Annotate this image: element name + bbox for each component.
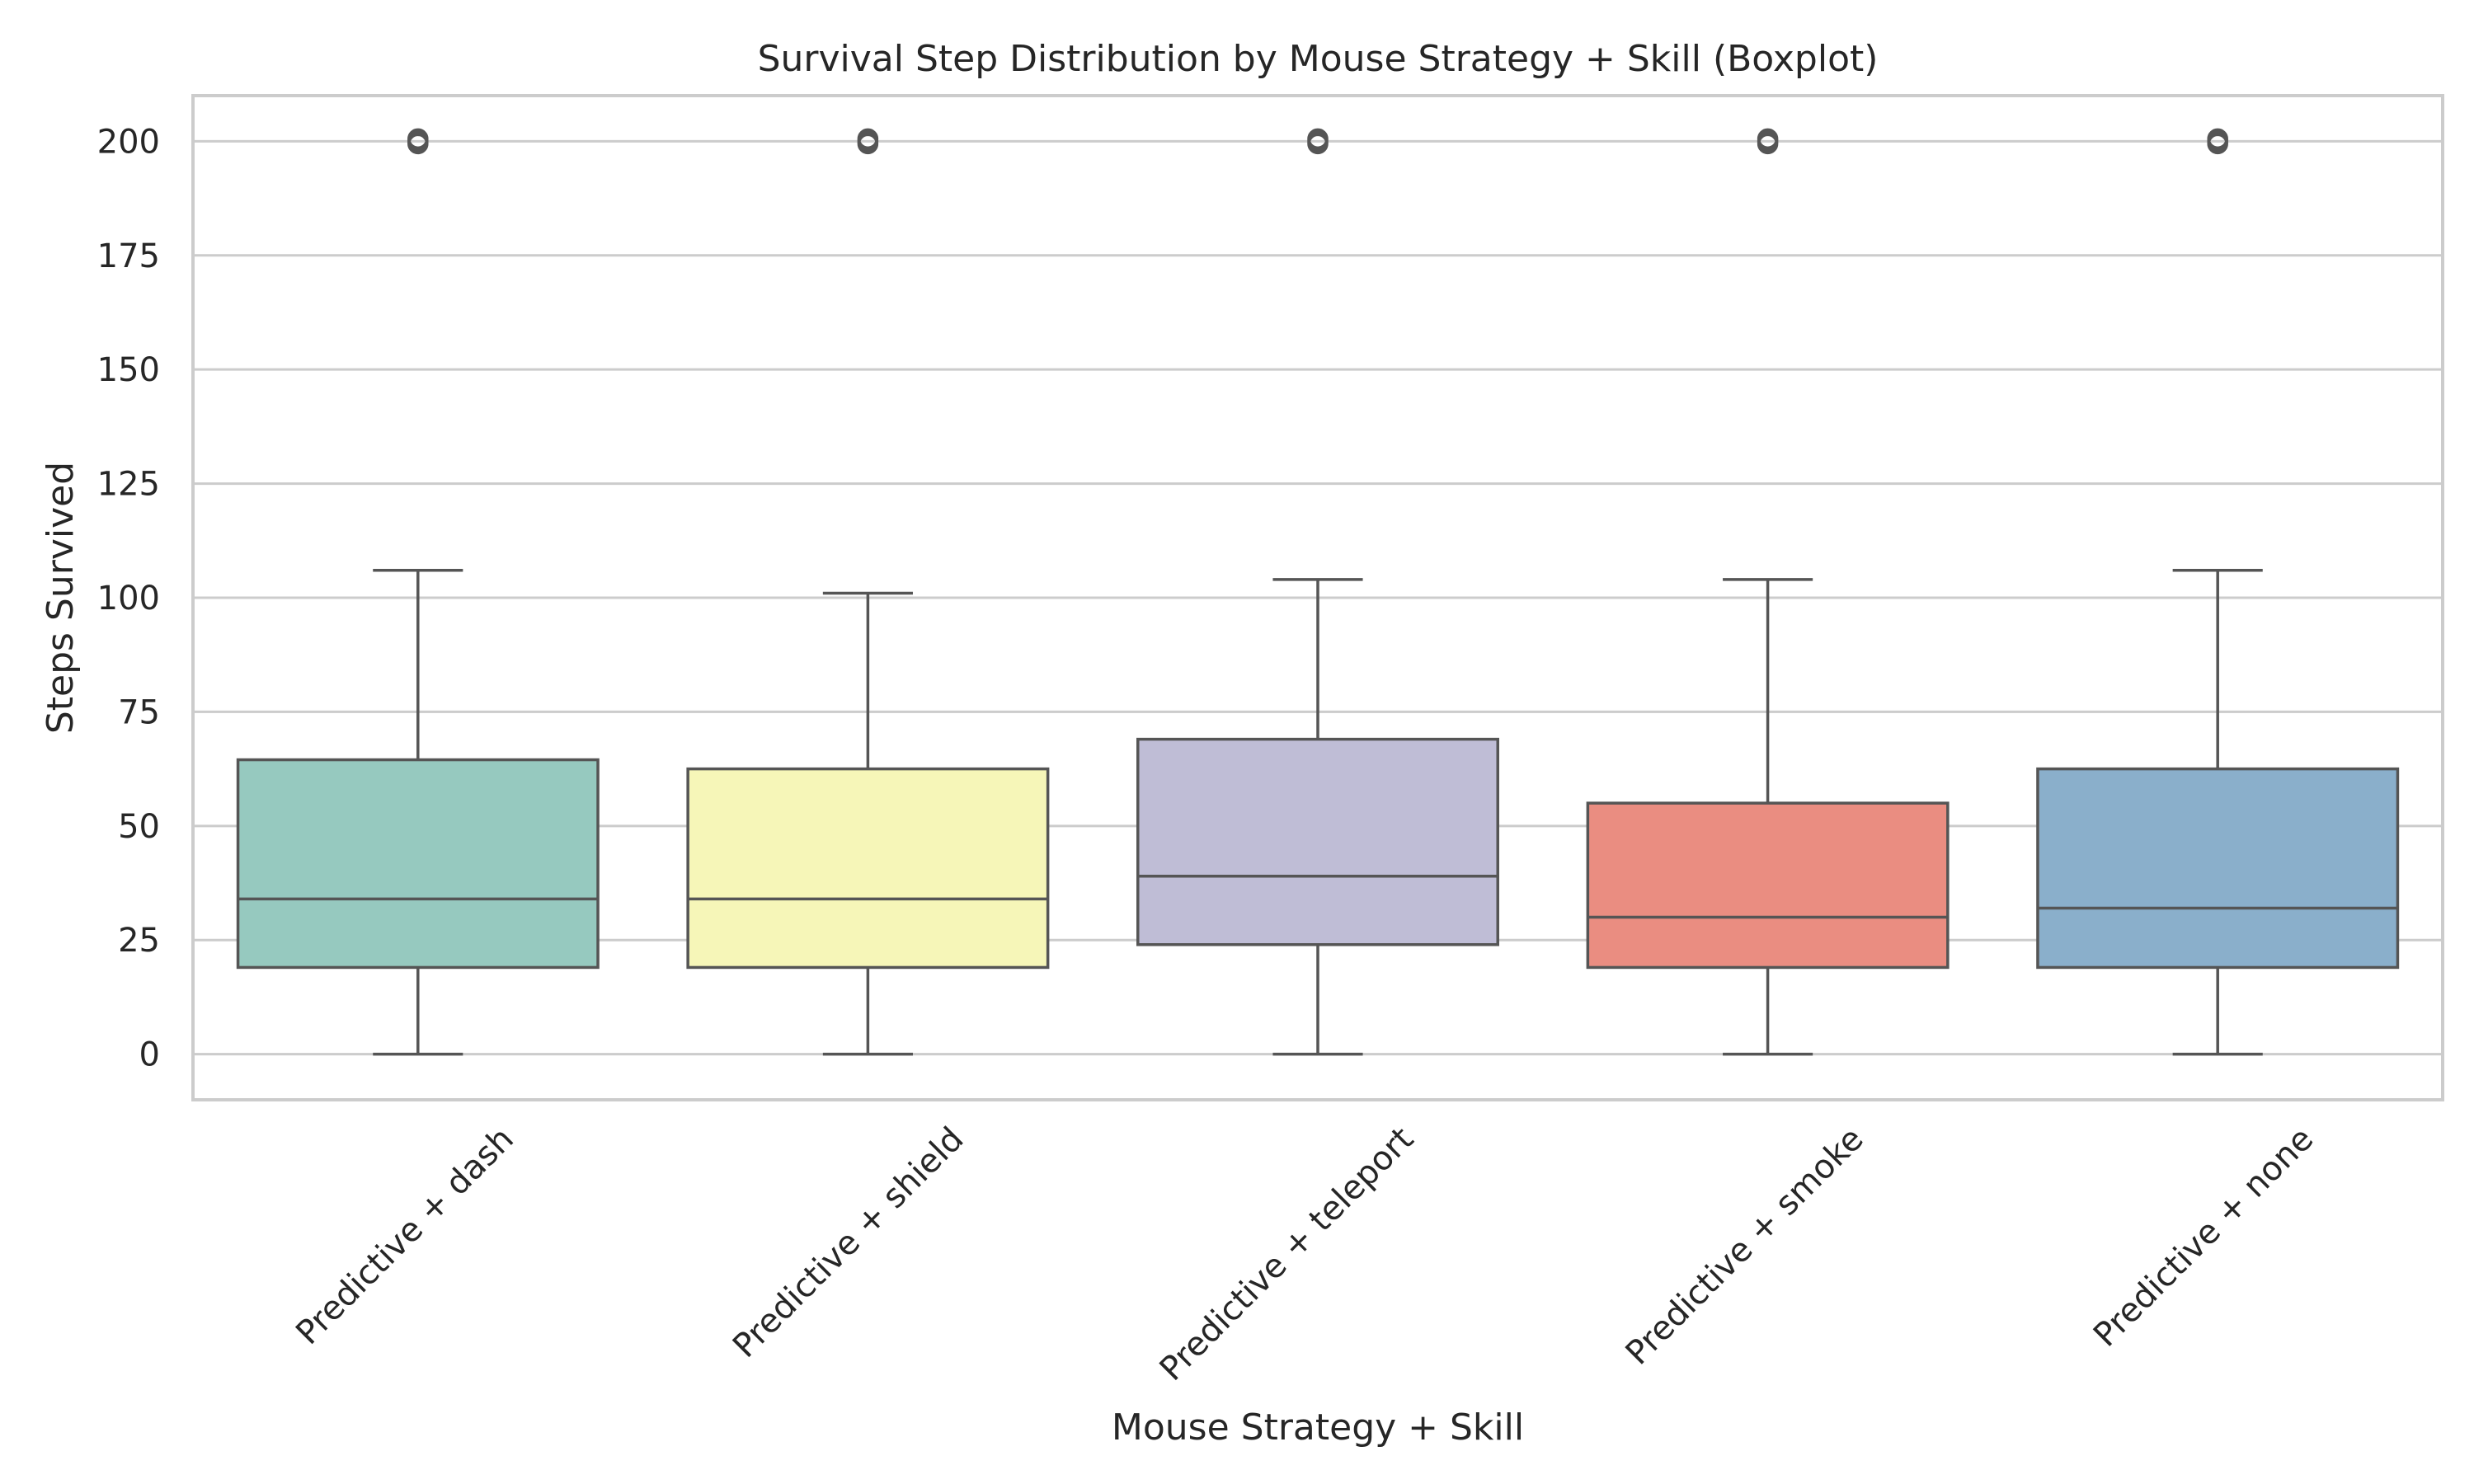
outlier-point [407, 133, 429, 155]
x-tick-label: Predictive + smoke [1619, 1120, 1871, 1373]
outlier-point [2207, 133, 2228, 155]
x-axis-label: Mouse Strategy + Skill [1112, 1407, 1524, 1449]
box-group [1136, 128, 1499, 1056]
box-group [686, 128, 1050, 1056]
outlier-point [1307, 133, 1329, 155]
outlier-point [1757, 133, 1779, 155]
iqr-box [1586, 801, 1950, 970]
y-axis-label: Steps Survived [40, 462, 82, 734]
y-tick-labels: 0 25 50 75 100 125 150 175 200 [97, 123, 160, 1073]
iqr-box [2036, 767, 2400, 970]
y-tick-label: 0 [139, 1036, 160, 1074]
y-tick-label: 25 [118, 922, 160, 960]
x-tick-label: Predictive + teleport [1153, 1120, 1421, 1388]
iqr-box [1136, 737, 1499, 946]
y-tick-label: 175 [97, 237, 160, 275]
plot-frame [191, 94, 2444, 1101]
y-tick-label: 100 [97, 580, 160, 618]
x-tick-label: Predictive + shield [726, 1120, 971, 1365]
x-tick-labels: Predictive + dash Predictive + shield Pred… [289, 1120, 2321, 1388]
x-tick-label: Predictive + none [2086, 1120, 2321, 1355]
box-group [2036, 128, 2400, 1056]
y-tick-label: 200 [97, 123, 160, 161]
y-tick-label: 150 [97, 351, 160, 389]
x-tick-label: Predictive + dash [289, 1120, 521, 1353]
box-group [1586, 128, 1950, 1056]
iqr-box [236, 758, 600, 970]
box-layer [236, 128, 2400, 1056]
y-tick-label: 75 [118, 693, 160, 731]
box-group [236, 128, 600, 1056]
iqr-box [686, 767, 1050, 970]
chart-title: Survival Step Distribution by Mouse Stra… [758, 38, 1879, 80]
outlier-point [857, 133, 879, 155]
y-tick-label: 125 [97, 466, 160, 504]
y-tick-label: 50 [118, 808, 160, 846]
